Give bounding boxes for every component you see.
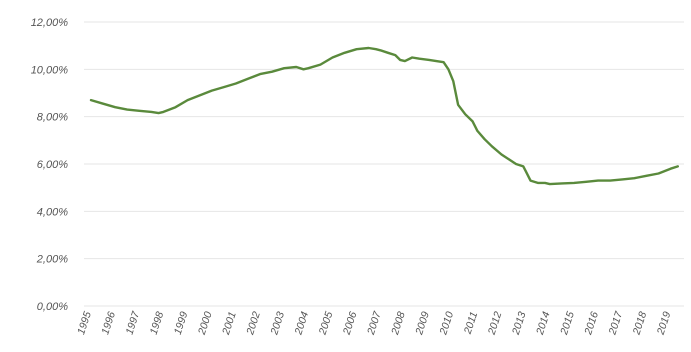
x-tick-label: 2006	[341, 310, 360, 337]
x-tick-label: 1998	[148, 310, 167, 336]
x-tick-label: 2017	[606, 309, 625, 337]
y-tick-label: 12,00%	[31, 17, 69, 29]
x-tick-label: 2008	[389, 310, 408, 337]
y-tick-label: 4,00%	[37, 206, 68, 218]
x-tick-label: 2007	[365, 309, 384, 337]
x-tick-label: 2016	[582, 310, 601, 337]
y-tick-label: 0,00%	[37, 301, 68, 313]
x-tick-label: 2011	[462, 310, 481, 336]
y-tick-label: 6,00%	[37, 159, 68, 171]
x-tick-label: 1997	[124, 309, 143, 336]
y-tick-label: 10,00%	[31, 64, 69, 76]
series-layer	[89, 46, 679, 186]
x-tick-label: 2014	[534, 310, 553, 337]
x-tick-label: 2010	[437, 310, 456, 337]
gridlines	[84, 21, 684, 307]
x-tick-label: 1999	[172, 310, 191, 336]
x-tick-label: 2012	[485, 310, 504, 337]
x-tick-label: 2018	[630, 310, 649, 337]
x-axis: 1995 1996 1997 1998 1999 2000 2001 2002 2003 2004…	[75, 309, 673, 337]
x-tick-label: 2003	[268, 310, 287, 337]
x-tick-label: 1996	[99, 310, 118, 336]
x-tick-label: 2015	[558, 310, 577, 337]
y-tick-label: 8,00%	[37, 112, 68, 124]
x-tick-label: 2013	[510, 310, 529, 337]
x-tick-label: 2009	[413, 310, 432, 337]
x-tick-label: 2019	[655, 310, 674, 337]
x-tick-label: 2002	[244, 310, 263, 337]
x-tick-label: 2000	[196, 310, 215, 337]
x-tick-label: 2005	[316, 310, 335, 337]
series-line	[89, 46, 679, 186]
y-axis: 0,00% 2,00% 4,00% 6,00% 8,00% 10,00% 12,00%	[31, 17, 69, 313]
x-tick-label: 2001	[220, 310, 239, 337]
x-tick-label: 2004	[292, 310, 311, 337]
y-tick-label: 2,00%	[36, 254, 68, 266]
x-tick-label: 1995	[75, 310, 94, 336]
